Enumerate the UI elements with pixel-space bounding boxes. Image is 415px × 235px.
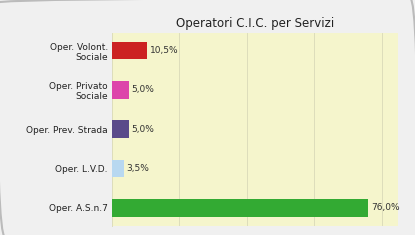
Text: 76,0%: 76,0% — [371, 204, 399, 212]
Bar — [112, 160, 124, 177]
Title: Operatori C.I.C. per Servizi: Operatori C.I.C. per Servizi — [176, 17, 334, 30]
Bar — [112, 199, 368, 217]
Bar — [112, 42, 147, 59]
Text: 10,5%: 10,5% — [150, 46, 179, 55]
Bar — [112, 81, 129, 99]
Text: 3,5%: 3,5% — [127, 164, 149, 173]
Bar — [112, 120, 129, 138]
Text: 5,0%: 5,0% — [132, 125, 154, 134]
Text: 5,0%: 5,0% — [132, 85, 154, 94]
